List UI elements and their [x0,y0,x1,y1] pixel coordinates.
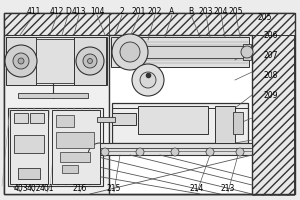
Text: 204: 204 [214,7,228,16]
Circle shape [13,53,29,69]
Bar [30,113,44,123]
Circle shape [101,148,109,156]
Bar [56,115,74,127]
Text: 205: 205 [229,7,243,16]
Bar [4,13,109,35]
Circle shape [241,46,253,58]
Bar [252,35,294,194]
Text: 401: 401 [40,184,54,193]
Text: 203: 203 [199,7,213,16]
Circle shape [18,58,24,64]
Bar [6,37,36,85]
Bar [243,44,251,60]
Bar [112,113,136,125]
Bar [52,110,100,184]
Text: 412: 412 [50,7,64,16]
Bar [97,117,115,122]
Bar [215,106,235,143]
Circle shape [76,47,104,75]
Bar [6,37,107,85]
Text: 209: 209 [264,90,278,99]
Bar [138,106,208,134]
Bar [74,37,106,85]
Bar [18,93,88,98]
Text: 201: 201 [132,7,146,16]
Text: 402: 402 [27,184,41,193]
Text: 411: 411 [27,7,41,16]
Circle shape [140,72,156,88]
Circle shape [132,64,164,96]
Text: 207: 207 [264,50,278,60]
Text: 215: 215 [107,184,121,193]
Bar [111,37,249,67]
Text: 213: 213 [221,184,235,193]
Bar [18,168,40,179]
Circle shape [83,54,97,68]
Bar [62,165,78,173]
Text: 403: 403 [14,184,28,193]
Text: B: B [188,7,194,16]
Bar [36,39,74,83]
Text: A: A [169,7,175,16]
Text: 413: 413 [72,7,86,16]
Circle shape [236,148,244,156]
Bar [14,113,28,123]
Circle shape [120,42,140,62]
Text: 206: 206 [264,30,278,40]
Bar [125,46,248,58]
Circle shape [136,148,144,156]
Circle shape [88,58,92,64]
Text: 205: 205 [257,14,272,22]
Circle shape [171,148,179,156]
Bar [109,13,295,35]
Text: 202: 202 [148,7,162,16]
Bar [56,132,94,148]
Bar [8,108,103,186]
Text: 214: 214 [190,184,204,193]
Text: 104: 104 [90,7,104,16]
Bar [112,103,248,143]
Text: 216: 216 [73,184,87,193]
Bar [10,110,48,184]
Text: D: D [65,7,71,16]
Bar [252,35,294,195]
Bar [109,35,252,194]
Text: 2: 2 [120,7,124,16]
Bar [60,152,90,162]
Bar [4,35,109,194]
Circle shape [112,34,148,70]
Circle shape [5,45,37,77]
Bar [233,112,243,134]
Circle shape [206,148,214,156]
Bar [90,143,252,155]
Bar [14,135,44,153]
Bar [4,13,295,35]
Text: 208: 208 [264,71,278,79]
